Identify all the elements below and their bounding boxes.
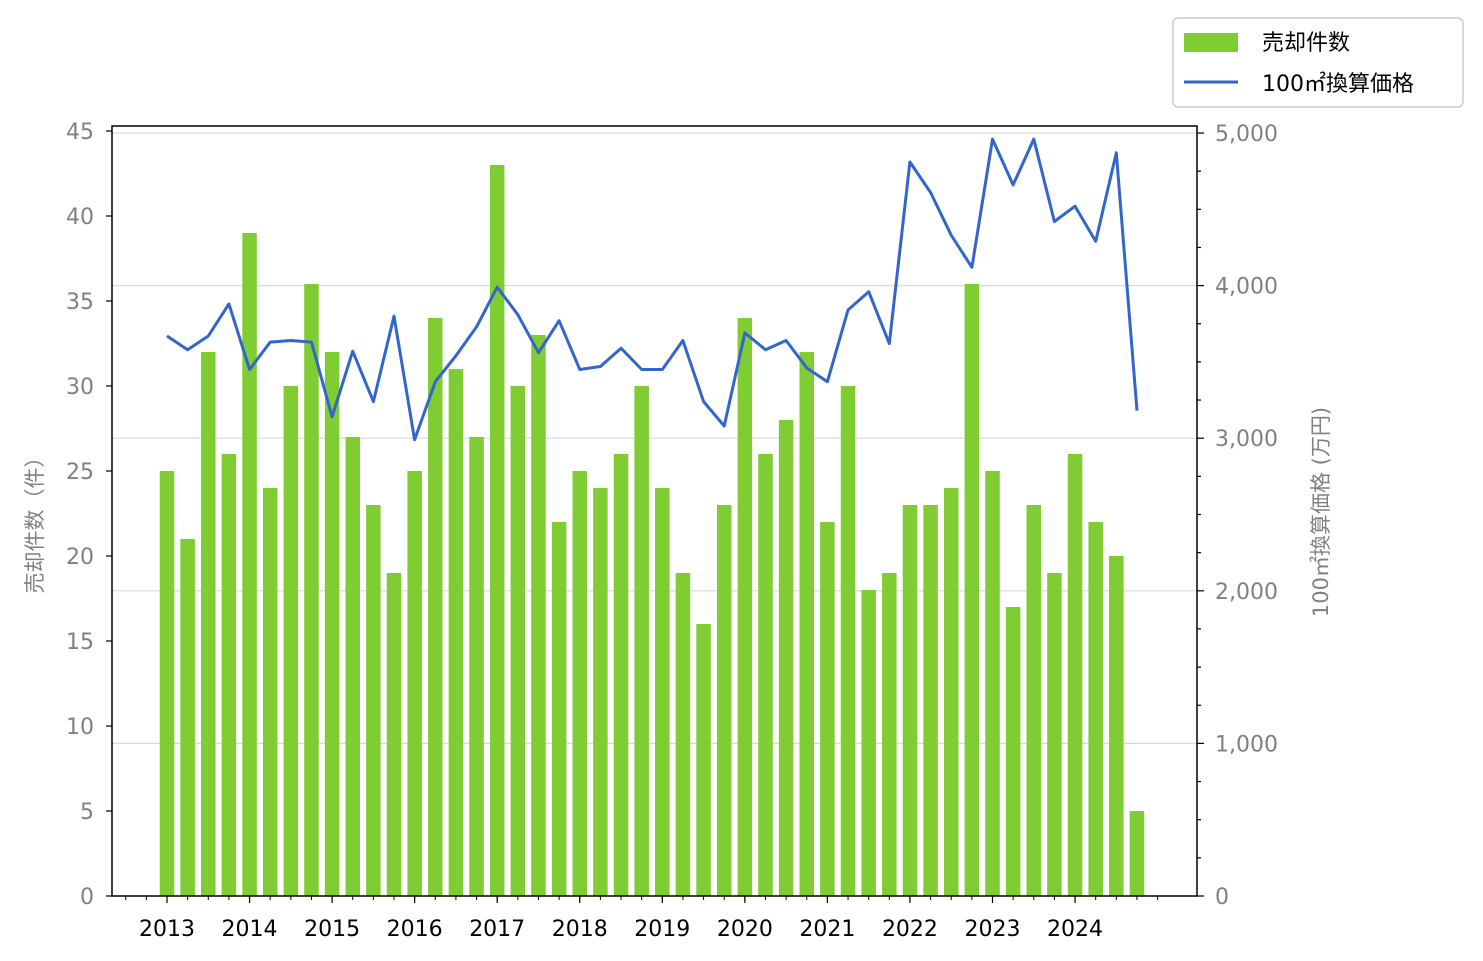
x-tick-label: 2019 [634,917,690,942]
bar [201,352,216,896]
x-tick-label: 2013 [139,917,195,942]
left-tick-label: 30 [66,375,94,400]
right-tick-label: 4,000 [1215,275,1278,300]
bar [448,369,464,896]
right-tick-label: 3,000 [1215,427,1278,452]
right-axis-title: 100㎡換算価格 (万円) [1309,407,1333,617]
bar [985,471,1000,896]
bar [324,352,340,896]
legend-box [1172,17,1464,108]
bar [778,420,794,896]
bar [304,284,319,896]
bar [1067,454,1083,896]
right-tick-label: 5,000 [1215,122,1278,147]
bar [696,624,711,896]
bar [882,573,897,896]
left-tick-label: 25 [66,460,94,485]
bar [675,573,691,896]
x-tick-label: 2018 [552,917,608,942]
bar [923,505,938,896]
bar [593,488,608,896]
x-tick-label: 2014 [222,917,278,942]
plot-frame [111,125,1198,897]
bar [716,505,732,896]
x-tick-label: 2022 [882,917,938,942]
legend-label-sales-count: 売却件数 [1262,31,1350,56]
bar [799,352,815,896]
bar [861,590,876,896]
bar [1005,607,1021,896]
x-axis: 2013 2014 2015 2016 2017 2018 2019 2020 2021 2022… [125,896,1159,942]
bar [531,335,546,896]
left-tick-label: 45 [66,120,94,145]
bar [489,165,505,896]
bar [242,233,257,896]
bar [613,454,629,896]
bar [407,471,422,896]
bar [572,471,587,896]
left-tick-label: 10 [66,715,94,740]
right-tick-label: 2,000 [1215,580,1278,605]
bar [180,539,195,896]
left-tick-label: 40 [66,205,94,230]
bar [943,488,959,896]
bar [840,386,856,896]
left-tick-label: 35 [66,290,94,315]
bar [758,454,773,896]
right-y-axis: 0 1,000 2,000 3,000 4,000 5,000 [1197,122,1278,910]
bar [386,573,402,896]
bar [655,488,670,896]
x-tick-label: 2016 [387,917,443,942]
x-tick-label: 2023 [965,917,1021,942]
x-tick-label: 2021 [799,917,855,942]
bar [634,386,649,896]
bar [283,386,299,896]
bar [221,454,237,896]
legend: 売却件数 100㎡換算価格 [1172,17,1464,108]
legend-label-price: 100㎡換算価格 [1262,71,1414,97]
right-tick-label: 0 [1215,885,1229,910]
bar [737,318,753,896]
bar [428,318,443,896]
bar [1109,556,1124,896]
line-series-price [166,137,1139,442]
bar [551,522,567,896]
bar [1047,573,1062,896]
bar [510,386,526,896]
x-tick-label: 2020 [717,917,773,942]
left-axis-title: 売却件数（件） [23,447,47,594]
bar [262,488,278,896]
bar [902,505,918,896]
bar [964,284,980,896]
bar [159,471,175,896]
bar [469,437,484,896]
x-tick-label: 2015 [304,917,360,942]
bar [345,437,360,896]
right-tick-label: 1,000 [1215,732,1278,757]
left-tick-label: 20 [66,545,94,570]
bar [1129,811,1145,896]
left-tick-label: 0 [80,885,94,910]
bar [820,522,835,896]
bar [1026,505,1042,896]
bar [1088,522,1103,896]
left-y-axis: 0 5 10 15 20 25 30 35 40 45 [66,120,112,910]
x-tick-label: 2017 [469,917,525,942]
legend-swatch-bar [1184,33,1238,52]
bar-series-sales-count [159,165,1145,896]
left-tick-label: 5 [80,800,94,825]
left-tick-label: 15 [66,630,94,655]
bar [366,505,381,896]
x-tick-label: 2024 [1047,917,1103,942]
